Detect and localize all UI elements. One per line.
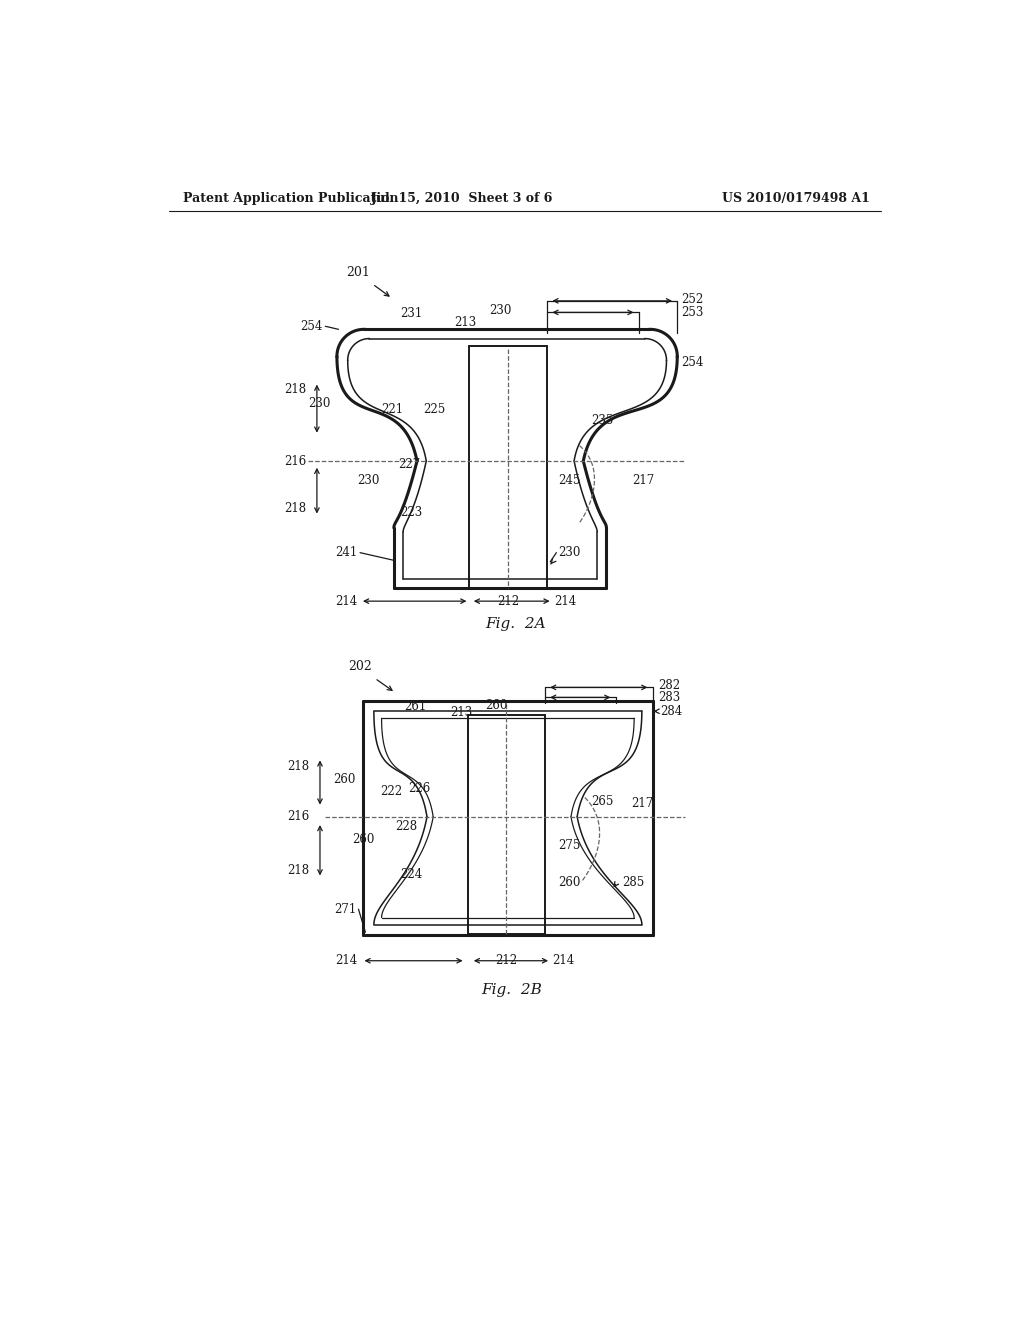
- Text: 213: 213: [451, 706, 472, 719]
- Text: 254: 254: [301, 319, 323, 333]
- Text: 235: 235: [591, 413, 613, 426]
- Text: 252: 252: [681, 293, 703, 306]
- Text: Patent Application Publication: Patent Application Publication: [183, 191, 398, 205]
- Text: 225: 225: [423, 403, 445, 416]
- Text: 285: 285: [622, 875, 644, 888]
- Text: 275: 275: [559, 838, 581, 851]
- Text: 260: 260: [352, 833, 375, 846]
- Text: 212: 212: [496, 954, 517, 968]
- Text: 216: 216: [287, 810, 309, 824]
- Text: 283: 283: [658, 690, 680, 704]
- Text: 254: 254: [681, 356, 703, 370]
- Text: 202: 202: [348, 660, 372, 673]
- Text: 223: 223: [400, 506, 422, 519]
- Text: 226: 226: [408, 781, 430, 795]
- Text: 214: 214: [553, 954, 574, 968]
- Text: 218: 218: [287, 865, 309, 878]
- Text: 227: 227: [398, 458, 421, 471]
- Text: 218: 218: [287, 760, 309, 774]
- Text: 212: 212: [497, 594, 519, 607]
- Text: 245: 245: [559, 474, 581, 487]
- Text: 284: 284: [660, 705, 683, 718]
- Text: 230: 230: [357, 474, 379, 487]
- Text: 241: 241: [336, 546, 357, 560]
- Text: 253: 253: [681, 306, 703, 319]
- Text: 228: 228: [395, 820, 418, 833]
- Text: 265: 265: [591, 795, 613, 808]
- Text: 261: 261: [404, 700, 427, 713]
- Text: 217: 217: [631, 797, 653, 810]
- Text: Fig.  2A: Fig. 2A: [484, 618, 546, 631]
- Text: 221: 221: [382, 403, 403, 416]
- Text: 260: 260: [484, 698, 507, 711]
- Text: 230: 230: [489, 305, 512, 317]
- Text: 214: 214: [336, 954, 357, 968]
- Text: 217: 217: [633, 474, 655, 487]
- Text: 224: 224: [400, 869, 422, 880]
- Text: Jul. 15, 2010  Sheet 3 of 6: Jul. 15, 2010 Sheet 3 of 6: [371, 191, 553, 205]
- Text: 218: 218: [284, 502, 306, 515]
- Text: 271: 271: [334, 903, 356, 916]
- Text: 222: 222: [380, 785, 402, 797]
- Text: 214: 214: [336, 594, 357, 607]
- Text: 201: 201: [346, 265, 370, 279]
- Text: 282: 282: [658, 680, 680, 693]
- Text: 230: 230: [308, 397, 331, 409]
- Text: US 2010/0179498 A1: US 2010/0179498 A1: [722, 191, 869, 205]
- Text: Fig.  2B: Fig. 2B: [481, 983, 542, 997]
- Text: 260: 260: [558, 875, 581, 888]
- Text: 214: 214: [554, 594, 577, 607]
- Text: 216: 216: [284, 454, 306, 467]
- Text: 230: 230: [558, 546, 581, 560]
- Text: 218: 218: [284, 383, 306, 396]
- Text: 260: 260: [333, 772, 355, 785]
- Text: 213: 213: [454, 315, 476, 329]
- Text: 231: 231: [400, 308, 422, 321]
